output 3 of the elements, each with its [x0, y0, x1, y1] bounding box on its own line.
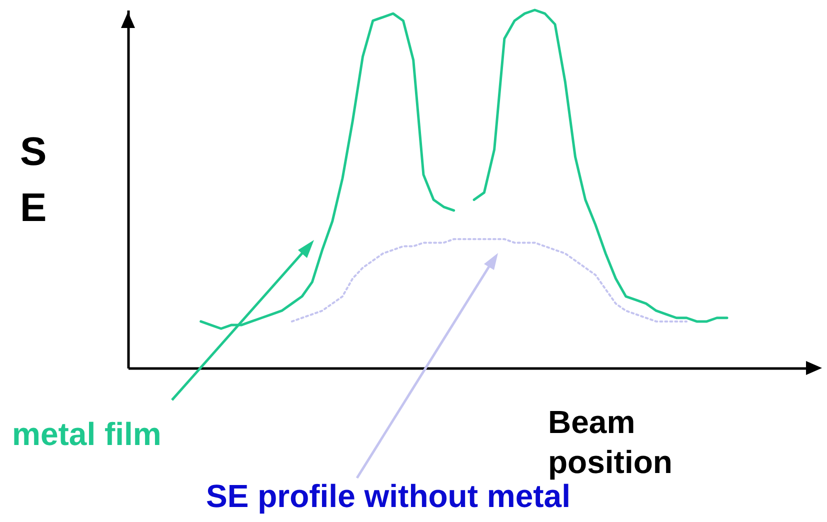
text: metal film [12, 416, 162, 453]
y-axis-title: SE [20, 129, 48, 232]
x-axis-title: Beam position [548, 403, 674, 482]
